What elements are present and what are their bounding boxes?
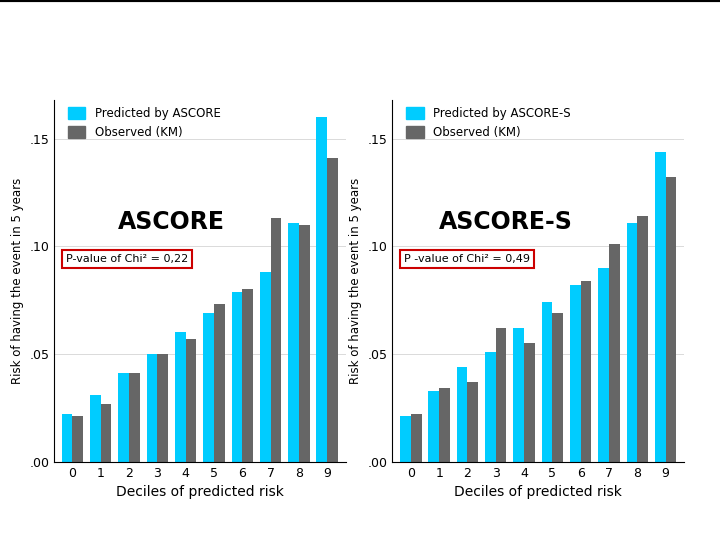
Bar [496, 328, 506, 462]
Bar [655, 152, 665, 462]
X-axis label: Deciles of predicted risk: Deciles of predicted risk [454, 485, 622, 499]
Legend: Predicted by ASCORE, Observed (KM): Predicted by ASCORE, Observed (KM) [63, 102, 225, 144]
Y-axis label: Risk of having the event in 5 years: Risk of having the event in 5 years [11, 178, 24, 384]
Bar [428, 390, 439, 462]
Bar [439, 388, 450, 462]
X-axis label: Deciles of predicted risk: Deciles of predicted risk [116, 485, 284, 499]
Text: Model calibration: Model calibration [182, 29, 538, 63]
Bar [637, 216, 648, 462]
Text: ASCORE: ASCORE [118, 210, 225, 234]
Bar [456, 367, 467, 462]
Bar [62, 414, 73, 462]
Bar [467, 382, 478, 462]
Text: ASCORE-S: ASCORE-S [439, 210, 573, 234]
Legend: Predicted by ASCORE-S, Observed (KM): Predicted by ASCORE-S, Observed (KM) [401, 102, 575, 144]
Bar [101, 403, 112, 462]
Bar [400, 416, 411, 462]
Bar [271, 218, 282, 462]
Bar [524, 343, 535, 462]
Bar [299, 225, 310, 462]
Bar [90, 395, 101, 462]
Bar [175, 333, 186, 462]
Text: P-value of Chi² = 0,22: P-value of Chi² = 0,22 [66, 254, 188, 264]
Bar [242, 289, 253, 462]
Bar [609, 244, 620, 462]
Bar [129, 373, 140, 462]
Bar [513, 328, 524, 462]
Bar [626, 222, 637, 462]
Bar [73, 416, 84, 462]
Bar [598, 268, 609, 462]
Bar [541, 302, 552, 462]
Bar [260, 272, 271, 462]
Bar [485, 352, 496, 462]
Bar [118, 373, 129, 462]
Bar [147, 354, 158, 462]
Bar [552, 313, 563, 462]
Text: P -value of Chi² = 0,49: P -value of Chi² = 0,49 [404, 254, 530, 264]
Bar [186, 339, 197, 462]
Bar [317, 117, 327, 462]
Bar [665, 178, 676, 462]
Bar [288, 222, 299, 462]
Bar [203, 313, 214, 462]
Bar [580, 281, 591, 462]
Y-axis label: Risk of having the event in 5 years: Risk of having the event in 5 years [349, 178, 362, 384]
Bar [214, 305, 225, 462]
Bar [411, 414, 422, 462]
Bar [327, 158, 338, 462]
Bar [158, 354, 168, 462]
Bar [232, 292, 242, 462]
Bar [570, 285, 580, 462]
